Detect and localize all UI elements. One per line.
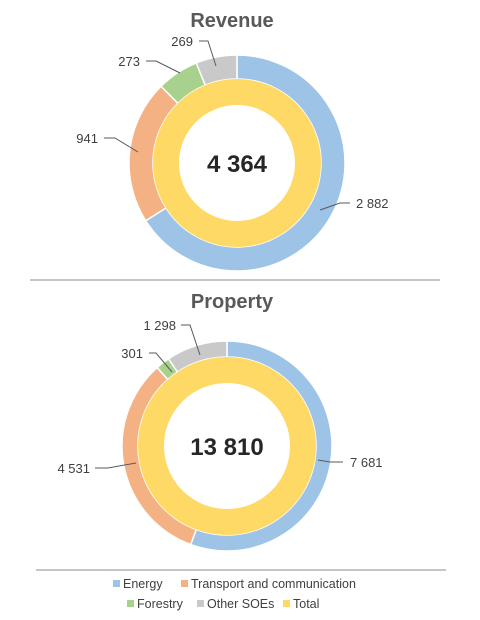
revenue-label-energy: 2 882 <box>356 196 389 211</box>
legend-swatch-transport <box>181 580 188 587</box>
revenue-label-other: 269 <box>171 34 193 49</box>
property-label-energy: 7 681 <box>350 455 383 470</box>
property-total-ring <box>138 357 316 535</box>
property-leader-transport <box>95 462 137 469</box>
legend-label-transport: Transport and communication <box>191 577 356 591</box>
legend-swatch-energy <box>113 580 120 587</box>
revenue-title: Revenue <box>190 10 273 32</box>
property-chart: Property 13 810 7 681 4 531 301 1 298 <box>57 291 383 552</box>
property-label-forestry: 301 <box>121 346 143 361</box>
legend-label-other: Other SOEs <box>207 597 274 611</box>
property-leader-energy <box>317 459 343 463</box>
revenue-label-forestry: 273 <box>118 54 140 69</box>
legend-label-energy: Energy <box>123 577 163 591</box>
revenue-chart: Revenue 4 364 2 882 941 273 269 <box>76 10 389 272</box>
legend-label-total: Total <box>293 597 319 611</box>
revenue-leader-energy <box>319 202 350 211</box>
revenue-leader-transport <box>104 137 139 153</box>
property-leader-forestry <box>149 352 173 373</box>
revenue-label-transport: 941 <box>76 131 98 146</box>
property-label-transport: 4 531 <box>57 461 90 476</box>
legend-swatch-other <box>197 600 204 607</box>
property-label-other: 1 298 <box>143 318 176 333</box>
legend: Energy Transport and communication Fores… <box>113 577 356 611</box>
revenue-outer-ring <box>128 54 346 272</box>
revenue-leader-other <box>199 40 217 67</box>
property-leader-other <box>181 324 201 356</box>
legend-label-forestry: Forestry <box>137 597 184 611</box>
revenue-total-ring <box>153 79 321 247</box>
legend-swatch-forestry <box>127 600 134 607</box>
property-title: Property <box>191 291 274 313</box>
revenue-total-label: 4 364 <box>207 151 268 178</box>
revenue-leader-forestry <box>146 60 181 74</box>
legend-swatch-total <box>283 600 290 607</box>
property-total-label: 13 810 <box>190 434 263 461</box>
